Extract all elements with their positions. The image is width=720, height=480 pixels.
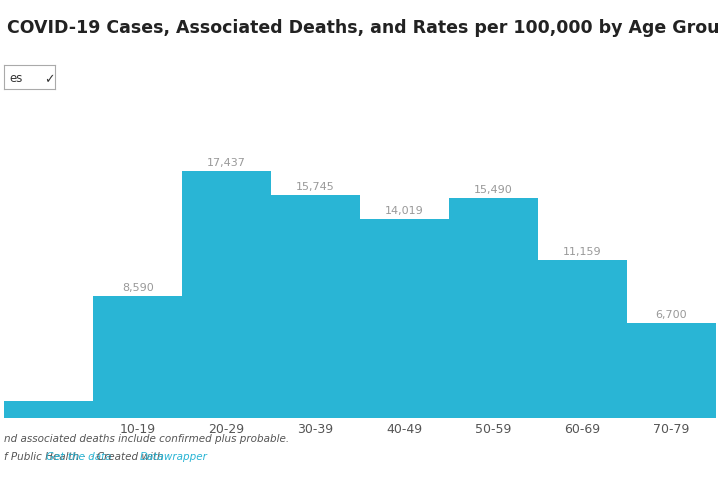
Text: 15,490: 15,490 [474,185,513,195]
Text: 11,159: 11,159 [563,247,601,257]
Text: 17,437: 17,437 [207,158,246,168]
Text: 8,590: 8,590 [122,283,153,293]
Text: ✓: ✓ [44,72,55,86]
Bar [626,323,716,418]
Bar [538,260,626,418]
Text: 15,745: 15,745 [296,182,335,192]
Bar [449,198,538,418]
Text: es: es [10,72,23,84]
Text: COVID-19 Cases, Associated Deaths, and Rates per 100,000 by Age Groups: COVID-19 Cases, Associated Deaths, and R… [7,19,720,37]
Text: nd associated deaths include confirmed plus probable.: nd associated deaths include confirmed p… [4,434,289,444]
Bar [360,219,449,418]
Bar [4,401,94,418]
Text: · Created with: · Created with [87,452,167,462]
Text: 6,700: 6,700 [655,310,687,320]
Bar [182,171,271,418]
Bar [271,195,360,418]
Text: f Public Health ·: f Public Health · [4,452,89,462]
Text: Get the data: Get the data [46,452,112,462]
Text: 14,019: 14,019 [385,206,424,216]
Bar [94,296,182,418]
Text: Datawrapper: Datawrapper [140,452,207,462]
